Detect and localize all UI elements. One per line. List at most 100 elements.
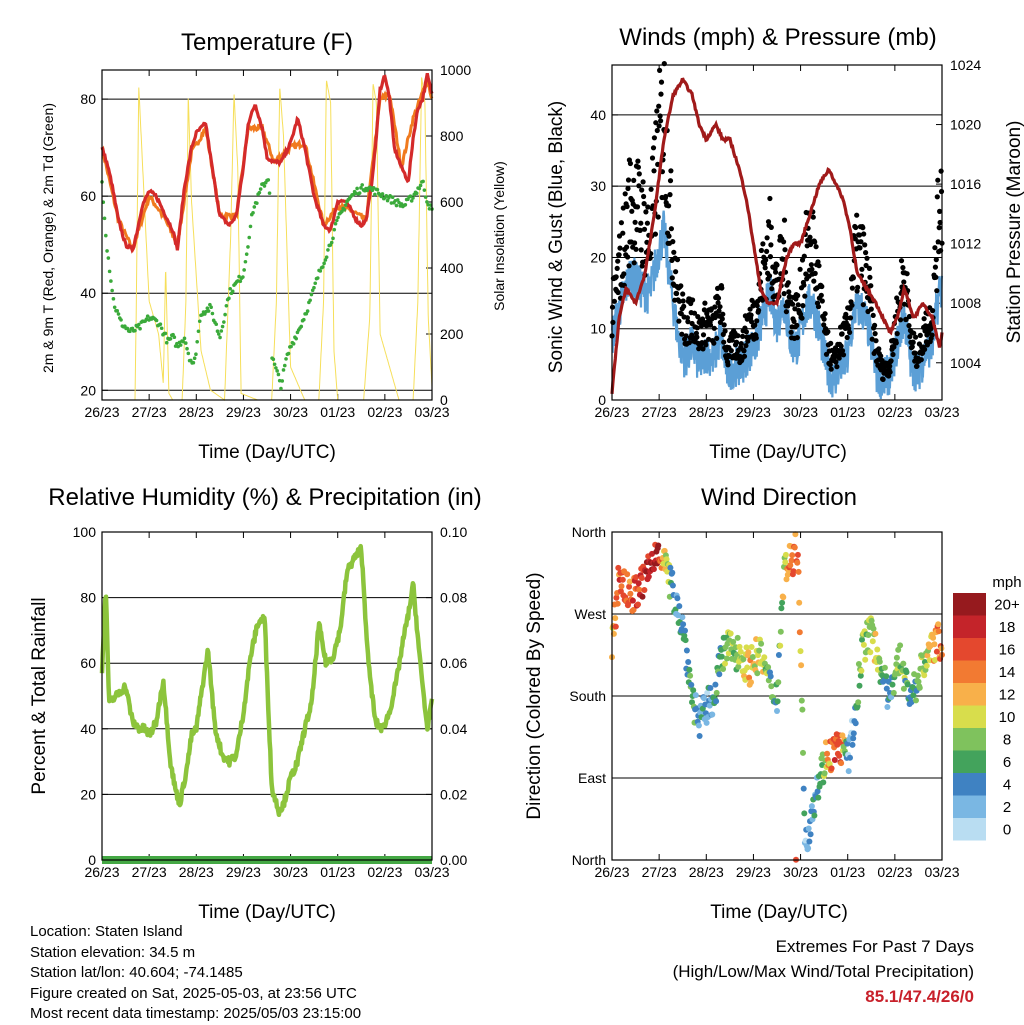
gust-point [690, 297, 696, 303]
colorbar-swatch [953, 750, 986, 773]
direction-point [796, 629, 803, 636]
gust-point [791, 318, 797, 324]
dewpoint-point [214, 322, 219, 327]
gust-point [667, 192, 673, 198]
y-tick-label: 0 [598, 392, 606, 408]
gust-point [762, 265, 768, 271]
y-right-tick-label: 600 [440, 194, 464, 210]
gust-point [632, 240, 638, 246]
winds-xlabel: Time (Day/UTC) [709, 442, 847, 463]
y-tick-label: 60 [80, 188, 96, 204]
direction-point [613, 594, 620, 601]
gust-point [938, 168, 944, 174]
gust-point [720, 311, 726, 317]
gust-point [888, 358, 894, 364]
gust-point [880, 376, 886, 382]
direction-point [808, 803, 815, 810]
dewpoint-point [238, 279, 243, 284]
x-tick-label: 02/23 [367, 864, 402, 880]
gust-point [743, 343, 749, 349]
gust-point [795, 302, 801, 308]
gust-point [855, 284, 861, 290]
gust-point [854, 212, 860, 218]
dewpoint-point [313, 281, 318, 286]
gust-point [937, 208, 943, 214]
gust-point [626, 263, 632, 269]
x-tick-label: 27/23 [642, 404, 677, 420]
dewpoint-point [222, 320, 226, 324]
winds-panel: Winds (mph) & Pressure (mb) Time (Day/UT… [546, 24, 1024, 463]
humidity-xlabel: Time (Day/UTC) [198, 902, 336, 923]
gust-point [893, 340, 899, 346]
gust-point [621, 271, 627, 277]
gust-point [657, 113, 663, 119]
direction-point [862, 656, 869, 663]
gust-point [861, 231, 867, 237]
gust-point [813, 244, 819, 250]
colorbar-swatch [953, 818, 986, 841]
colorbar-swatch [953, 795, 986, 818]
gust-point [819, 298, 825, 304]
colorbar-label: 10 [999, 709, 1016, 726]
direction-point [801, 810, 808, 817]
colorbar-label: 16 [999, 641, 1016, 658]
x-tick-label: 28/23 [179, 404, 214, 420]
colorbar-label: 2 [1003, 799, 1011, 816]
direction-point [855, 661, 862, 667]
direction-point [932, 657, 938, 663]
y-right-tick-label: 0.10 [440, 524, 467, 540]
gust-point [629, 208, 635, 214]
dewpoint-point [322, 261, 326, 266]
speed-colorbar: mph 20+ 18 16 14 12 10 8 6 4 2 0 [953, 574, 1022, 841]
gust-point [671, 249, 677, 255]
gust-point [689, 320, 695, 327]
gust-point [625, 177, 632, 183]
gust-point [857, 245, 863, 251]
direction-point [735, 663, 742, 670]
dewpoint-point [280, 379, 285, 383]
direction-point [798, 662, 805, 669]
direction-point [790, 568, 797, 575]
gust-point [627, 160, 634, 167]
direction-point [619, 576, 626, 583]
direction-point [761, 654, 768, 661]
gust-point [849, 285, 856, 291]
dewpoint-point [308, 298, 312, 303]
gust-point [637, 227, 643, 233]
gust-point [839, 331, 845, 337]
gust-point [825, 329, 831, 335]
gust-point [670, 239, 676, 245]
gust-point [668, 226, 675, 232]
dewpoint-point [408, 194, 413, 199]
gust-point [886, 373, 892, 379]
dewpoint-point [394, 203, 399, 208]
gust-point [912, 350, 918, 356]
colorbar-label: 0 [1003, 821, 1011, 838]
gust-point [794, 322, 800, 328]
dewpoint-point [332, 227, 337, 232]
gust-point [752, 322, 758, 328]
relative-humidity-line [99, 543, 435, 818]
dewpoint-point [373, 192, 377, 197]
plot-frame [101, 531, 433, 861]
direction-point [815, 794, 822, 801]
direction-point [756, 647, 763, 654]
gust-point [828, 366, 834, 372]
gust-point [807, 234, 813, 240]
direction-point [639, 593, 646, 600]
y-right-tick-label: 1020 [950, 117, 981, 133]
dewpoint-point [282, 363, 287, 368]
dewpoint-point [107, 269, 112, 274]
gust-point [716, 308, 722, 314]
dewpoint-point [230, 289, 235, 294]
gust-point [650, 145, 657, 151]
gust-point [666, 233, 672, 239]
gust-point [898, 258, 905, 264]
gust-point [768, 224, 774, 230]
dewpoint-point [133, 328, 137, 333]
gust-point [844, 315, 850, 321]
dewpoint-point [227, 296, 231, 301]
direction-point [765, 664, 772, 671]
y-tick-label: 80 [80, 91, 96, 107]
direction-point [806, 838, 813, 845]
